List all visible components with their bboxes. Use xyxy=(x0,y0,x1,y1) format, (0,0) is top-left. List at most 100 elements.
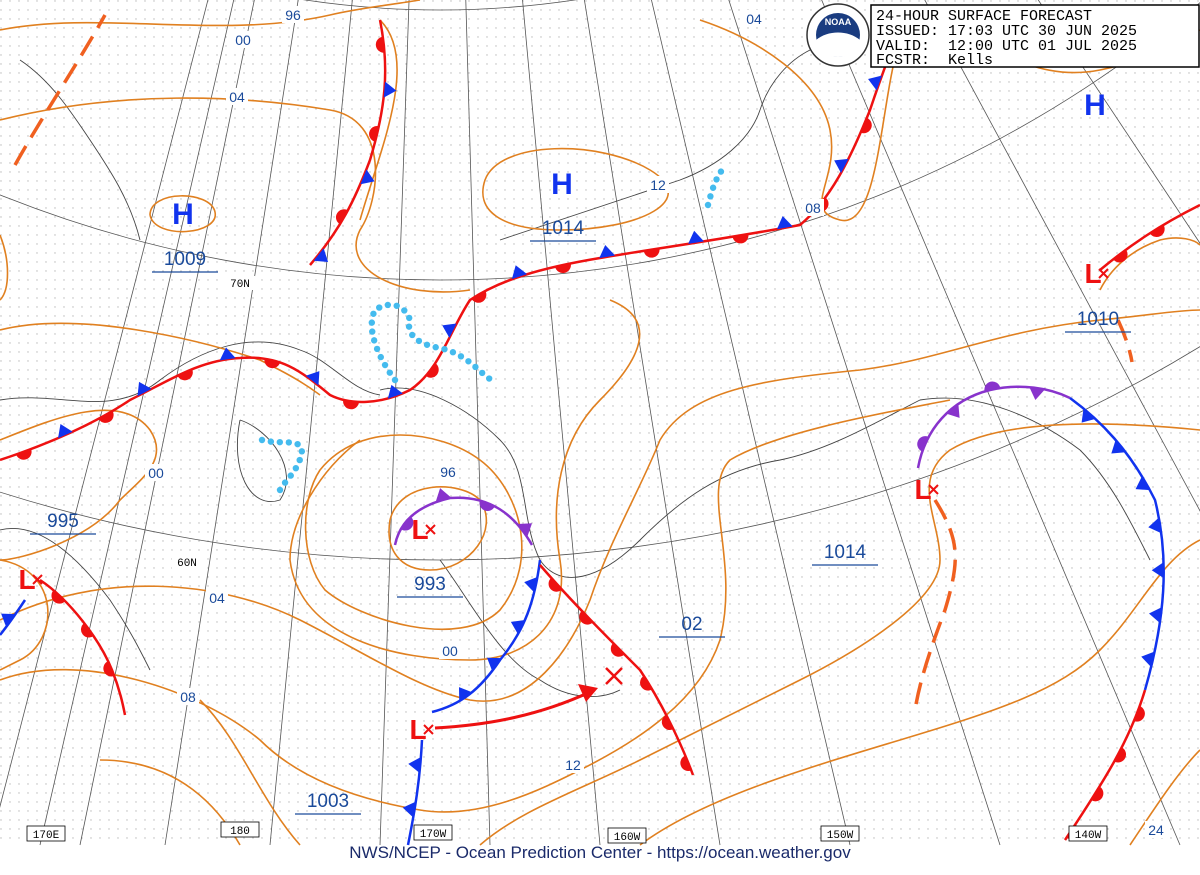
cold-front-pip xyxy=(868,75,883,91)
header-box: 24-HOUR SURFACE FORECAST ISSUED: 17:03 U… xyxy=(870,4,1200,69)
dot xyxy=(472,363,479,371)
meridian xyxy=(584,0,721,846)
isobar-label: 24 xyxy=(1148,822,1164,838)
warm-front-pip xyxy=(579,610,593,625)
header-title: 24-HOUR SURFACE FORECAST xyxy=(876,8,1092,25)
label-bg xyxy=(562,756,584,773)
cold-front-pip xyxy=(137,381,152,397)
dot xyxy=(478,369,486,377)
isobar-label: 04 xyxy=(229,89,245,105)
label-bg xyxy=(226,88,248,105)
cold-front-pip xyxy=(834,158,849,174)
dot xyxy=(393,302,400,309)
label-bg xyxy=(206,589,228,606)
dot xyxy=(296,456,303,464)
cold-front-pip xyxy=(1029,386,1046,400)
forecast-position xyxy=(605,667,623,685)
cold-front-pip xyxy=(219,347,236,361)
isobar-label: 12 xyxy=(565,757,581,773)
warm-front-pip xyxy=(479,500,495,512)
low-cross xyxy=(928,484,939,495)
dot xyxy=(373,345,381,353)
isobar-label: 08 xyxy=(180,689,196,705)
warm-front-pip xyxy=(425,363,439,378)
label-bg xyxy=(145,464,167,481)
dot xyxy=(713,176,720,183)
warm-front-pip xyxy=(1091,786,1104,802)
label-bg xyxy=(26,825,66,842)
cold-front-pip xyxy=(313,248,329,262)
central-pressure: 1010 xyxy=(1077,309,1119,330)
dot xyxy=(292,464,300,472)
cold-front-pip xyxy=(511,265,528,280)
dot xyxy=(432,344,439,351)
dot xyxy=(370,310,377,317)
label-bg xyxy=(172,555,202,569)
cold-front-pip xyxy=(1141,651,1155,668)
label-bg xyxy=(220,821,260,838)
front-line xyxy=(1069,396,1165,691)
meridian xyxy=(465,0,491,846)
motion-arrow xyxy=(434,690,591,730)
dot xyxy=(423,341,431,348)
footer: NWS/NCEP - Ocean Prediction Center - htt… xyxy=(349,843,851,862)
cold-front-pip xyxy=(442,323,457,338)
latitude-arc xyxy=(304,0,576,11)
warm-front-pip xyxy=(917,436,929,452)
warm-front-pip xyxy=(1134,706,1145,722)
motion-arrowhead xyxy=(578,684,598,702)
label-bg xyxy=(177,688,199,705)
warm-front-pip xyxy=(1114,747,1127,763)
cold-front-pip xyxy=(408,756,421,773)
dot xyxy=(709,184,717,191)
warm-front-pip xyxy=(640,675,653,691)
front-line xyxy=(1099,203,1200,271)
cold-front-pip xyxy=(487,657,502,672)
warm-front-pip xyxy=(1149,224,1165,238)
header-forecaster: FCSTR: Kells xyxy=(876,52,993,69)
warm-front-pip xyxy=(264,358,281,369)
cold-front-pip xyxy=(435,488,452,502)
dot xyxy=(376,304,383,311)
header-valid: VALID: 12:00 UTC 01 JUL 2025 xyxy=(876,38,1137,55)
logo: NOAA xyxy=(806,3,870,67)
cold-front-pip xyxy=(599,244,616,259)
latitude-label: 60N xyxy=(177,558,197,570)
cold-front-pip xyxy=(1,613,16,628)
dot xyxy=(258,436,266,444)
central-pressure: 1014 xyxy=(542,218,585,239)
dot xyxy=(276,486,284,494)
cold-front-pip xyxy=(305,371,320,386)
label-bg xyxy=(802,199,824,216)
cold-front-pip xyxy=(510,620,526,635)
cold-front-pip xyxy=(360,169,375,185)
high-center: H xyxy=(172,198,194,231)
longitude-label: 170E xyxy=(33,830,60,842)
meridian xyxy=(269,0,353,846)
label-bg xyxy=(647,176,669,193)
warm-front-pip xyxy=(103,661,115,677)
isobar-label: 00 xyxy=(442,643,458,659)
front-line xyxy=(1063,689,1147,841)
warm-front-pip xyxy=(661,714,674,730)
central-pressure: 02 xyxy=(681,614,702,635)
meridian xyxy=(379,0,410,846)
dot xyxy=(276,438,284,446)
warm-front-pip xyxy=(177,369,193,381)
front-line xyxy=(916,385,1071,469)
front-line xyxy=(0,14,907,462)
dot xyxy=(457,353,465,360)
central-pressure: 995 xyxy=(47,511,79,532)
warm-front-pip xyxy=(400,516,414,531)
cold-front-pip xyxy=(688,230,704,244)
warm-front-pip xyxy=(369,125,379,142)
low-center: L xyxy=(914,474,931,505)
dot xyxy=(391,376,399,384)
latitude-arc xyxy=(0,1,1200,281)
dot xyxy=(449,349,457,356)
label-bg xyxy=(413,824,453,841)
warm-front-pip xyxy=(643,248,660,258)
dot xyxy=(298,448,306,455)
front-line xyxy=(406,739,424,846)
